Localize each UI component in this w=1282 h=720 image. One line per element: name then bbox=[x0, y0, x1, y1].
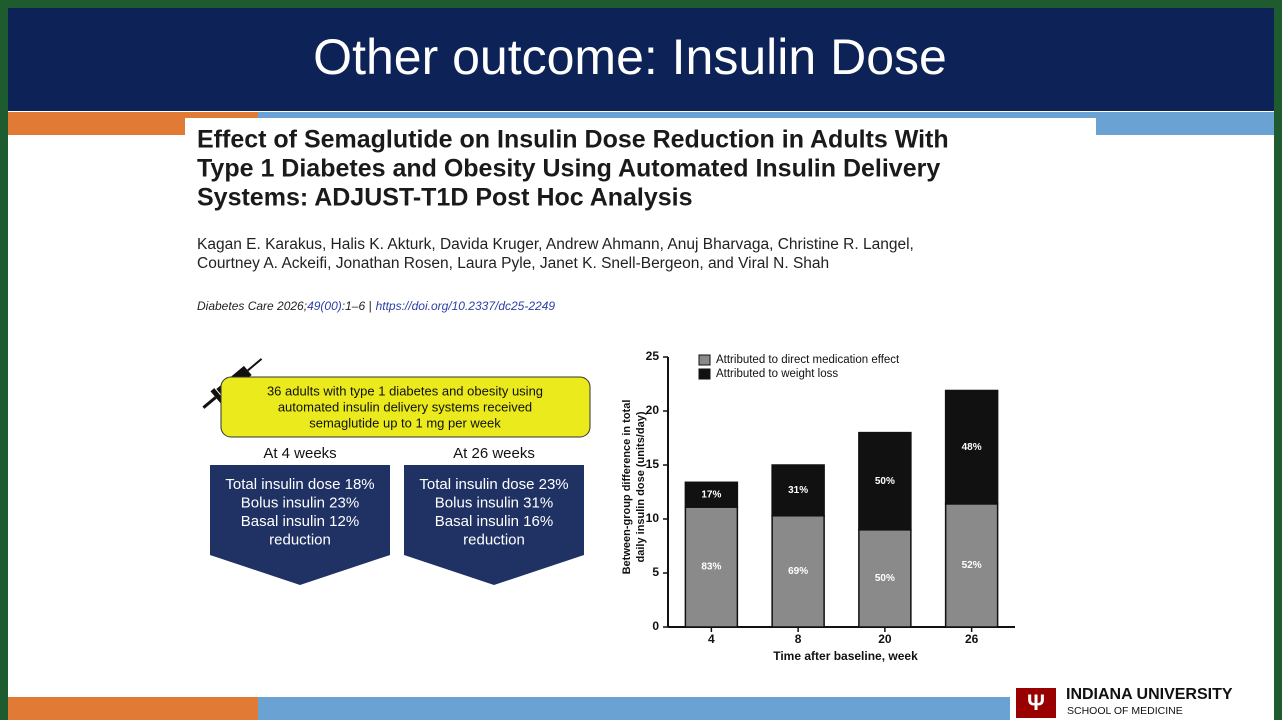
legend-label: Attributed to weight loss bbox=[716, 368, 838, 380]
y-tick-label: 10 bbox=[646, 511, 660, 525]
panel-heading: At 4 weeks bbox=[263, 445, 336, 462]
percent-label: 17% bbox=[701, 489, 721, 500]
pages: :1–6 | bbox=[342, 299, 372, 313]
percent-label: 83% bbox=[701, 562, 721, 573]
cohort-box bbox=[220, 376, 591, 438]
bar-segment bbox=[771, 464, 825, 517]
percent-label: 31% bbox=[788, 485, 808, 496]
cohort-text: 36 adults with type 1 diabetes and obesi… bbox=[267, 383, 543, 398]
cohort-text: automated insulin delivery systems recei… bbox=[278, 399, 532, 414]
iu-logo: Ψ INDIANA UNIVERSITY SCHOOL OF MEDICINE bbox=[1016, 686, 1233, 718]
paper-title: Type 1 Diabetes and Obesity Using Automa… bbox=[197, 155, 940, 183]
y-axis-title: daily insulin dose (units/day) bbox=[635, 411, 647, 562]
accent-bar bbox=[258, 697, 1010, 720]
panel-text: Basal insulin 16% bbox=[435, 513, 553, 530]
bar-segment bbox=[684, 481, 739, 508]
panel-heading: At 26 weeks bbox=[453, 445, 535, 462]
y-tick-label: 5 bbox=[652, 565, 659, 579]
percent-label: 52% bbox=[962, 560, 982, 571]
chart: 0 5 10 15 20 25 4 83% 17% 8 69% 31% 20 50% 50% 26 52% 48%… bbox=[621, 349, 1015, 663]
x-tick-label: 26 bbox=[965, 632, 979, 646]
percent-label: 50% bbox=[875, 573, 895, 584]
x-tick-label: 4 bbox=[708, 632, 715, 646]
volume: 49(00) bbox=[307, 299, 342, 313]
panel-text: reduction bbox=[463, 531, 525, 548]
panel-text: Total insulin dose 23% bbox=[419, 476, 568, 493]
accent-bar bbox=[8, 697, 258, 720]
doi-link[interactable]: https://doi.org/10.2337/dc25-2249 bbox=[376, 299, 556, 313]
percent-label: 48% bbox=[962, 442, 982, 453]
legend-swatch bbox=[698, 368, 711, 380]
bar-segment bbox=[944, 389, 999, 505]
percent-label: 50% bbox=[875, 476, 895, 487]
bar-segment bbox=[684, 506, 739, 628]
panel-shape bbox=[404, 465, 584, 585]
y-tick-label: 25 bbox=[646, 349, 660, 363]
authors: Courtney A. Ackeifi, Jonathan Rosen, Lau… bbox=[197, 255, 829, 272]
logo-name: INDIANA UNIVERSITY bbox=[1066, 686, 1233, 703]
legend-label: Attributed to direct medication effect bbox=[716, 354, 900, 366]
y-tick-label: 15 bbox=[646, 457, 660, 471]
panel-text: Total insulin dose 18% bbox=[225, 476, 374, 493]
bar-segment bbox=[944, 503, 999, 628]
y-tick-label: 20 bbox=[646, 403, 660, 417]
panel-text: Basal insulin 12% bbox=[241, 513, 359, 530]
x-axis-title: Time after baseline, week bbox=[773, 649, 918, 663]
slide-title: Other outcome: Insulin Dose bbox=[313, 29, 947, 85]
panel-text: Bolus insulin 23% bbox=[241, 494, 359, 511]
paper-title: Systems: ADJUST-T1D Post Hoc Analysis bbox=[197, 184, 693, 212]
citation: Diabetes Care 2026;49(00):1–6 | https://d… bbox=[197, 299, 555, 313]
svg-text:Ψ: Ψ bbox=[1027, 690, 1045, 715]
legend-swatch bbox=[698, 354, 711, 366]
bar-segment bbox=[858, 529, 912, 628]
percent-label: 69% bbox=[788, 566, 808, 577]
authors: Kagan E. Karakus, Halis K. Akturk, David… bbox=[197, 236, 914, 253]
cohort-text: semaglutide up to 1 mg per week bbox=[309, 415, 501, 430]
panel-text: reduction bbox=[269, 531, 331, 548]
journal: Diabetes Care 2026; bbox=[197, 299, 307, 313]
header-band bbox=[8, 8, 1274, 111]
logo-school: SCHOOL OF MEDICINE bbox=[1067, 705, 1183, 717]
y-axis-title: Between-group difference in total bbox=[621, 400, 633, 575]
panel-shape bbox=[210, 465, 390, 585]
x-tick-label: 8 bbox=[795, 632, 802, 646]
panel-text: Bolus insulin 31% bbox=[435, 494, 553, 511]
bar-segment bbox=[858, 431, 912, 531]
x-tick-label: 20 bbox=[878, 632, 892, 646]
y-tick-label: 0 bbox=[652, 619, 659, 633]
paper-title: Effect of Semaglutide on Insulin Dose Re… bbox=[197, 126, 949, 154]
